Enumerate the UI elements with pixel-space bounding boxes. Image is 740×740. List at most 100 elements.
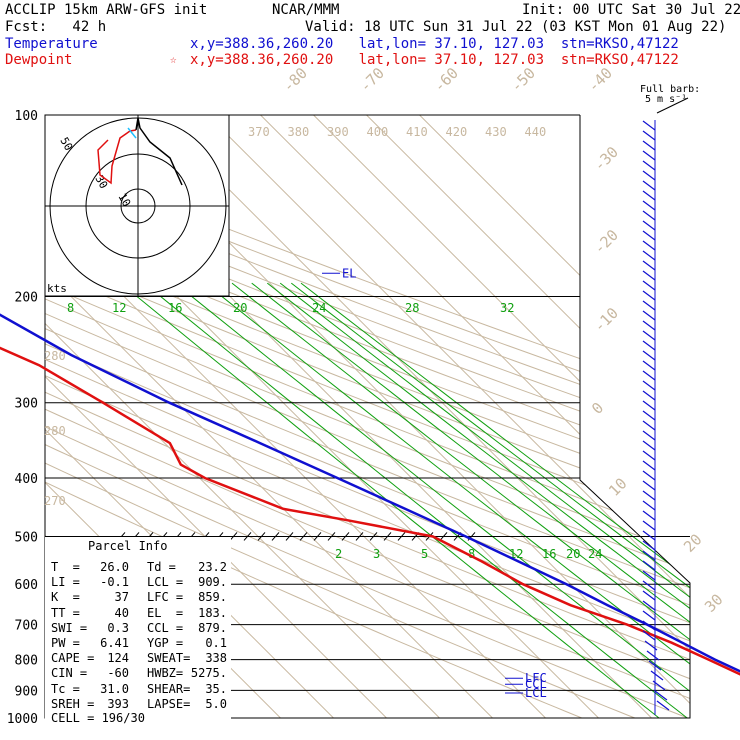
theta-tick-label: 430 bbox=[485, 125, 507, 139]
parcel-info-cell: T = bbox=[51, 560, 80, 574]
parcel-info-cell: LAPSE= bbox=[147, 696, 191, 711]
parcel-info-cell: 6.41 bbox=[100, 635, 129, 650]
hatch-mark bbox=[383, 532, 392, 541]
parcel-info-cell: SREH = bbox=[51, 696, 95, 711]
theta-tick-label: 270 bbox=[44, 494, 66, 508]
isotherm-line bbox=[45, 115, 347, 718]
wind-barb bbox=[642, 360, 656, 371]
parcel-info-cell: -60 bbox=[107, 666, 129, 681]
hodograph-ring-label: 30 bbox=[92, 173, 110, 191]
dry-adiabat-line bbox=[45, 127, 690, 718]
hatch-mark bbox=[397, 532, 406, 541]
hodograph-ring-label: 50 bbox=[57, 135, 75, 153]
wind-barb bbox=[642, 610, 656, 621]
parcel-info-cell: LI = bbox=[51, 575, 80, 590]
mixing-ratio-line bbox=[174, 282, 690, 718]
mixing-ratio-tick-label: 12 bbox=[112, 301, 126, 315]
level-annotation-label: LCL bbox=[525, 686, 547, 700]
mixing-ratio-line bbox=[251, 282, 690, 718]
isotherm-tick-label: -10 bbox=[590, 304, 622, 336]
parcel-info-cell: CAPE = bbox=[51, 651, 95, 666]
parcel-info-cell: 124 bbox=[107, 651, 129, 666]
parcel-info-cell: 5275. bbox=[190, 666, 227, 681]
parcel-info-row: Tc = 31.0 SHEAR= 35. bbox=[51, 682, 231, 697]
parcel-info-row: SWI = 0.3 CCL = 879. bbox=[51, 621, 231, 636]
parcel-info-cell: Tc = bbox=[51, 681, 80, 696]
pressure-tick-label: 800 bbox=[15, 654, 38, 669]
hatch-mark bbox=[327, 532, 336, 541]
mixing-ratio-tick-label: 20 bbox=[233, 301, 247, 315]
theta-tick-label: 390 bbox=[327, 125, 349, 139]
pressure-tick-label: 100 bbox=[15, 109, 38, 124]
pressure-tick-label: 1000 bbox=[7, 712, 38, 727]
wind-barb bbox=[642, 420, 656, 431]
theta-tick-label: 410 bbox=[406, 125, 428, 139]
wind-barb bbox=[646, 650, 660, 661]
dry-adiabat-line bbox=[45, 127, 690, 718]
mixing-ratio-line bbox=[300, 282, 690, 718]
level-annotation-label: LFC bbox=[525, 671, 547, 685]
wind-barb bbox=[642, 150, 656, 161]
parcel-info-cell: 23.2 bbox=[198, 560, 227, 574]
pressure-tick-label: 400 bbox=[15, 472, 38, 487]
parcel-info-cell: 40 bbox=[114, 605, 129, 620]
parcel-info-cell: 37 bbox=[114, 590, 129, 605]
pressure-tick-label: 600 bbox=[15, 578, 38, 593]
legend-dewpoint: Dewpoint bbox=[5, 52, 73, 68]
isotherm-tick-label: -40 bbox=[584, 64, 616, 96]
wind-barb bbox=[642, 260, 656, 271]
parcel-info-cell: LFC = bbox=[147, 590, 184, 605]
wind-barb bbox=[642, 590, 656, 601]
wind-barb bbox=[642, 240, 656, 251]
wind-barb bbox=[642, 430, 656, 441]
wind-barb bbox=[642, 170, 656, 181]
legend-dewpoint-location: x,y=388.36,260.20 lat,lon= 37.10, 127.03… bbox=[190, 52, 679, 68]
mixing-ratio-tick-label: 24 bbox=[588, 547, 602, 561]
mixing-ratio-line bbox=[279, 282, 690, 718]
wind-barb bbox=[642, 580, 656, 591]
mixing-ratio-line bbox=[120, 282, 676, 718]
theta-tick-label: 420 bbox=[446, 125, 468, 139]
parcel-info-row: T = 26.0 Td = 23.2 bbox=[51, 560, 231, 575]
wind-barb bbox=[642, 130, 656, 141]
wind-barb bbox=[654, 690, 668, 701]
wind-barb bbox=[642, 330, 656, 341]
wind-barb bbox=[642, 230, 656, 241]
hodograph-trace-top bbox=[127, 127, 137, 139]
legend-temperature-location: x,y=388.36,260.20 lat,lon= 37.10, 127.03… bbox=[190, 36, 679, 52]
wind-barb bbox=[642, 510, 656, 521]
parcel-info-cell: SHEAR= bbox=[147, 681, 191, 696]
wind-barb bbox=[642, 460, 656, 471]
dry-adiabat-line bbox=[45, 127, 690, 718]
isotherm-tick-label: -60 bbox=[430, 64, 462, 96]
parcel-info-cell: K = bbox=[51, 590, 80, 605]
wind-barb bbox=[642, 370, 656, 381]
parcel-info-cell: YGP = bbox=[147, 635, 184, 650]
wind-barb bbox=[650, 670, 664, 681]
theta-tick-label: 280 bbox=[44, 424, 66, 438]
isotherm-tick-label: -30 bbox=[590, 143, 622, 175]
mixing-ratio-tick-label: 16 bbox=[168, 301, 182, 315]
barb-legend-line2: 5 m s⁻¹ bbox=[645, 94, 688, 105]
dry-adiabat-line bbox=[45, 127, 690, 718]
parcel-info-cell: 35. bbox=[205, 681, 227, 696]
hatch-mark bbox=[271, 532, 280, 541]
parcel-info-cell: LCL = bbox=[147, 575, 184, 590]
parcel-info-cell: SWI = bbox=[51, 620, 88, 635]
parcel-info-cell: 338 bbox=[205, 651, 227, 666]
mixing-ratio-tick-label: 8 bbox=[67, 301, 74, 315]
parcel-info-row: LI = -0.1 LCL = 909. bbox=[51, 575, 231, 590]
wind-barb bbox=[642, 500, 656, 511]
dry-adiabat-line bbox=[45, 127, 690, 718]
barb-legend-icon bbox=[656, 97, 689, 114]
wind-barb bbox=[642, 560, 656, 571]
dry-adiabat-line bbox=[45, 127, 690, 718]
hatch-mark bbox=[257, 532, 266, 541]
wind-barb bbox=[642, 270, 656, 281]
parcel-info-cell: SWEAT= bbox=[147, 651, 191, 666]
hatch-mark bbox=[355, 532, 364, 541]
mixing-ratio-line bbox=[204, 282, 690, 718]
wind-barb bbox=[642, 210, 656, 221]
legend-temperature: Temperature bbox=[5, 36, 98, 52]
pressure-tick-label: 900 bbox=[15, 684, 38, 699]
